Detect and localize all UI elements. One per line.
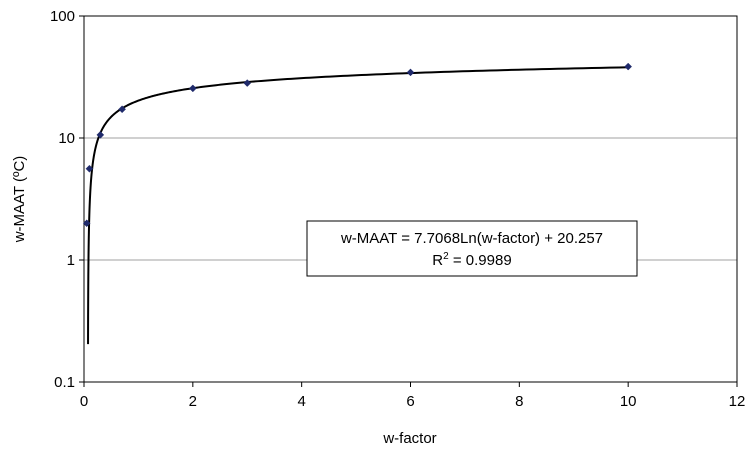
data-point-5	[243, 79, 252, 87]
x-tick-label-2: 4	[297, 393, 305, 410]
data-point-4	[188, 84, 197, 93]
equation-box: w-MAAT = 7.7068Ln(w-factor) + 20.257 R2 …	[306, 220, 638, 277]
x-axis-title: w-factor	[382, 430, 436, 447]
y-tick-label-3: 100	[50, 8, 75, 25]
equation-line: w-MAAT = 7.7068Ln(w-factor) + 20.257	[340, 230, 603, 247]
data-point-0	[82, 219, 91, 228]
y-tick-label-1: 1	[67, 252, 75, 269]
y-tick-label-0: 0.1	[54, 374, 75, 391]
data-point-3	[118, 105, 126, 114]
r-squared-value: = 0.9989	[449, 252, 512, 269]
data-points	[82, 62, 633, 228]
data-point-7	[624, 62, 633, 71]
data-point-6	[406, 68, 415, 77]
axis-ticks	[79, 15, 738, 387]
data-point-2	[96, 131, 105, 139]
data-point-1	[85, 164, 94, 173]
x-tick-label-5: 10	[620, 393, 637, 410]
x-tick-label-6: 12	[729, 393, 746, 410]
r-squared-prefix: R	[432, 252, 443, 269]
x-tick-label-3: 6	[406, 393, 414, 410]
x-tick-label-1: 2	[189, 393, 197, 410]
y-axis-title: w-MAAT (ºC)	[11, 156, 28, 244]
trendline	[87, 66, 629, 345]
r-squared-line: R2 = 0.9989	[432, 251, 511, 269]
y-tick-label-2: 10	[58, 130, 75, 147]
x-tick-label-0: 0	[80, 393, 88, 410]
r-squared-superscript: 2	[443, 251, 449, 262]
equation-box-frame	[306, 220, 638, 277]
x-tick-label-4: 8	[515, 393, 523, 410]
tick-labels: 0.1 1 10 100 0 2 4 6 8 10 12	[50, 8, 745, 410]
